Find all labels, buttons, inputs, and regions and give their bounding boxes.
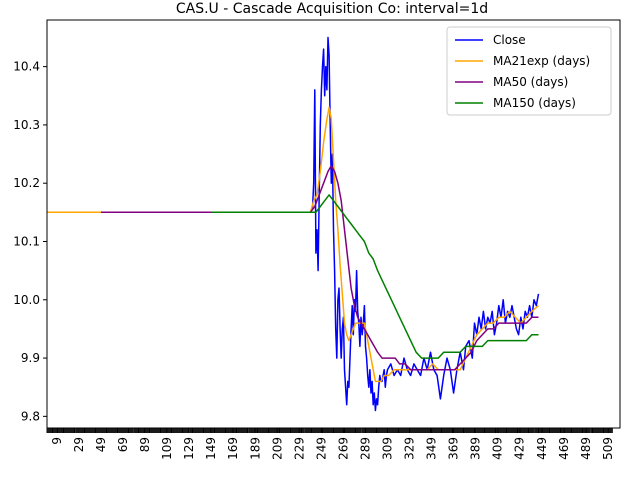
- x-tick-label: 169: [226, 437, 240, 460]
- x-tick-label: 409: [491, 437, 505, 460]
- x-tick-label: 269: [336, 437, 350, 460]
- x-tick-label: 489: [579, 437, 593, 460]
- x-tick-label: 429: [513, 437, 527, 460]
- legend-entries: Close MA21exp (days) MA50 (days) MA150 (day…: [455, 33, 590, 110]
- y-tick-label: 10.3: [13, 118, 40, 132]
- x-tick-label: 209: [270, 437, 284, 460]
- series-line-ma150-days: [211, 194, 539, 359]
- y-axis: 9.8 9.9 10.0 10.1 10.2 10.3 10.4: [13, 60, 47, 423]
- series-line-close: [309, 36, 540, 412]
- series-line-ma50-days: [101, 164, 539, 371]
- x-tick-label: 229: [292, 437, 306, 460]
- x-tick-label: 329: [403, 437, 417, 460]
- x-tick-label: 369: [447, 437, 461, 460]
- x-tick-label: 109: [160, 437, 174, 460]
- y-tick-label: 10.4: [13, 60, 40, 74]
- x-tick-label: 349: [425, 437, 439, 460]
- x-tick-label: 389: [469, 437, 483, 460]
- chart-title: CAS.U - Cascade Acquisition Co: interval…: [176, 1, 488, 17]
- x-tick-label: 89: [138, 437, 152, 452]
- x-tick-label: 469: [557, 437, 571, 460]
- y-tick-label: 10.1: [13, 234, 40, 248]
- x-tick-label: 509: [601, 437, 615, 460]
- x-tick-label: 449: [535, 437, 549, 460]
- series-line-ma21exp-days: [47, 106, 539, 383]
- y-tick-label: 10.0: [13, 293, 40, 307]
- legend-label: MA150 (days): [493, 96, 576, 110]
- y-tick-label: 10.2: [13, 176, 40, 190]
- legend-label: MA50 (days): [493, 75, 568, 89]
- x-axis: 9 29 49 69 89 109 129 149 169 189 209 229 249 269 289 3…: [46, 428, 615, 460]
- series-layer: [47, 36, 540, 412]
- x-tick-label: 49: [94, 437, 108, 452]
- x-tick-label: 9: [50, 437, 64, 445]
- y-tick-label: 9.8: [21, 409, 40, 423]
- x-tick-label: 149: [204, 437, 218, 460]
- y-tick-label: 9.9: [21, 351, 40, 365]
- legend-label: Close: [493, 33, 526, 47]
- x-tick-label: 189: [248, 437, 262, 460]
- x-tick-label: 309: [380, 437, 394, 460]
- legend-box: [446, 26, 612, 116]
- legend-label: MA21exp (days): [493, 54, 590, 68]
- x-tick-label: 29: [72, 437, 86, 452]
- x-minor-ticks: [46, 428, 613, 433]
- x-tick-label: 69: [116, 437, 130, 452]
- x-tick-label: 249: [314, 437, 328, 460]
- x-tick-label: 129: [182, 437, 196, 460]
- legend: Close MA21exp (days) MA50 (days) MA150 (day…: [446, 26, 612, 116]
- x-tick-label: 289: [358, 437, 372, 460]
